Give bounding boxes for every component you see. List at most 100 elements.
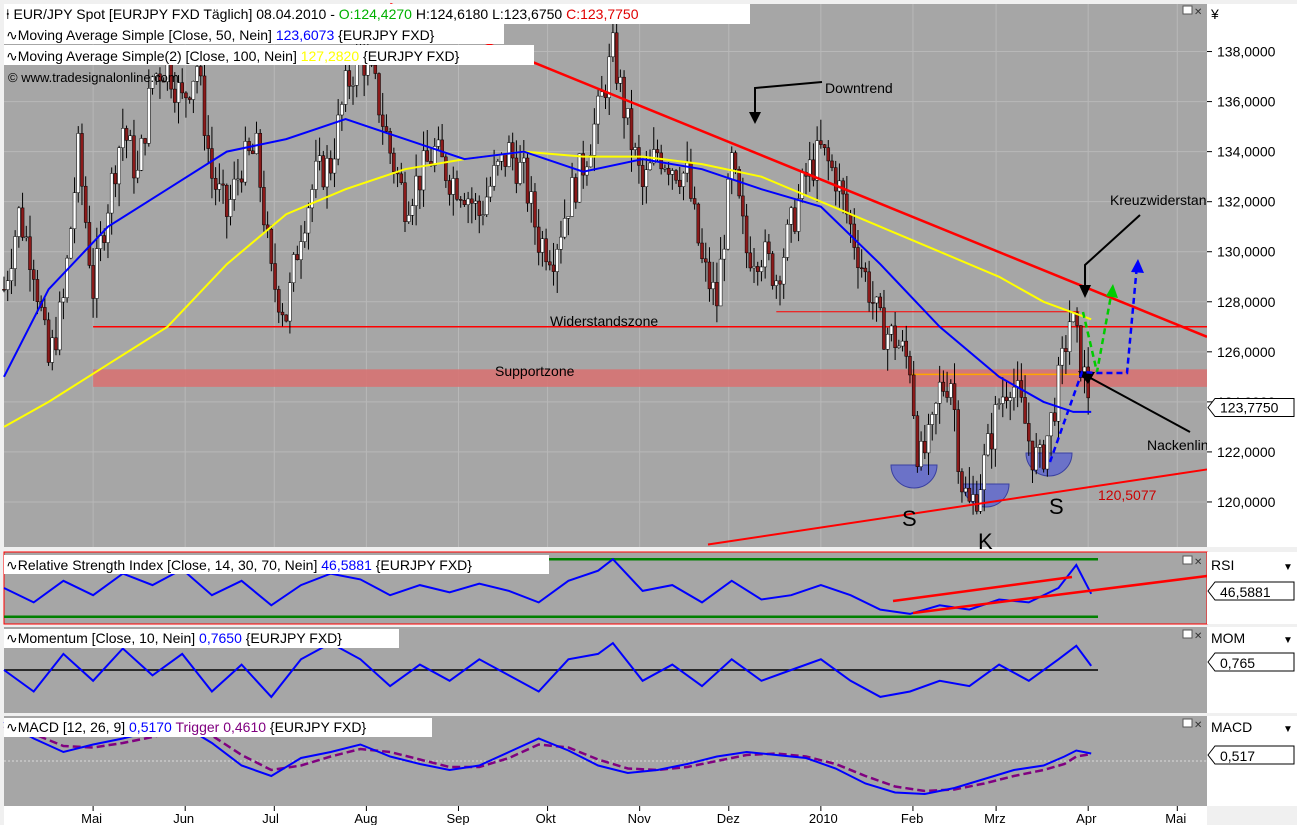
macd-legend-post: {EURJPY FXD} (266, 719, 366, 735)
rsi-trend-lower (912, 574, 1208, 615)
candle-body (763, 241, 767, 268)
header-low: L:123,6750 (492, 6, 562, 22)
time-axis-background (4, 806, 1207, 825)
macd-minimize-button[interactable] (1182, 718, 1193, 728)
macd-close-icon[interactable]: ✕ (1194, 720, 1202, 731)
candle-body (124, 128, 129, 141)
candle-body (778, 280, 782, 285)
candle-body (299, 241, 303, 260)
candle-body (592, 123, 597, 156)
rsi-close-icon[interactable]: ✕ (1194, 557, 1202, 568)
candle-body (236, 178, 240, 181)
candle-body (815, 140, 819, 181)
candle-body (325, 158, 329, 188)
candle-body (626, 108, 630, 119)
candle-body (729, 152, 734, 180)
macd-icon: ∿ (6, 719, 18, 735)
candle-body (867, 271, 871, 303)
rsi-axis-title: RSI (1211, 557, 1234, 573)
candle-body (65, 257, 69, 298)
candle-body (926, 424, 931, 454)
momentum-dropdown-icon[interactable]: ▼ (1283, 635, 1293, 646)
pane-close-icon[interactable]: ✕ (1194, 7, 1202, 18)
candle-body (707, 261, 712, 290)
head-shoulder-marker (890, 464, 938, 489)
candle-body (451, 178, 456, 195)
price-pane-buttons[interactable]: ✕ (1182, 5, 1202, 18)
price-tick-label: 122,0000 (1217, 444, 1276, 460)
candle-body (484, 196, 489, 215)
candle-body (1030, 440, 1035, 471)
candle-body (184, 92, 188, 99)
candle-body (69, 228, 73, 259)
candle-body (871, 302, 875, 304)
currency-symbol: ¥ (1210, 6, 1219, 22)
candle-body (555, 249, 559, 272)
time-tick-label: Jun (173, 811, 194, 825)
rsi-legend-post: {EURJPY FXD} (372, 557, 472, 573)
pane-minimize-button[interactable] (1182, 5, 1193, 15)
candle-body (956, 409, 960, 472)
header-prefix-icon: ⍿ (6, 6, 13, 22)
momentum-last-box (1207, 652, 1295, 672)
candle-body (410, 205, 415, 216)
momentum-close-icon[interactable]: ✕ (1194, 631, 1202, 642)
candle-body (949, 383, 953, 398)
candle-body (882, 307, 886, 350)
macd-legend-trigger: 0,4610 (223, 719, 266, 735)
candle-body (785, 223, 790, 258)
candle-body (98, 235, 103, 249)
candle-body (588, 155, 593, 168)
price-pane: Supportzone Widerstandszone Downtrend Kr… (2, 2, 1220, 554)
candle-body (206, 135, 210, 149)
price-tick-label: 130,0000 (1217, 244, 1276, 260)
rsi-dropdown-icon[interactable]: ▼ (1283, 562, 1293, 573)
support-zone (93, 369, 1208, 387)
candle-body (770, 253, 775, 286)
candle-body (540, 238, 545, 253)
candle-body (833, 167, 838, 192)
candle-body (254, 132, 259, 154)
rsi-minimize-button[interactable] (1182, 555, 1193, 565)
candle-body (700, 242, 704, 260)
candle-body (143, 138, 147, 144)
candle-body (310, 189, 314, 209)
time-tick-label: Mai (81, 811, 102, 825)
ma100-legend-post: {EURJPY FXD} (359, 48, 459, 64)
candle-body (674, 170, 678, 181)
candle-body (640, 165, 645, 187)
candle-body (982, 454, 986, 490)
candle-body (425, 150, 430, 162)
ma-icon: ∿ (6, 27, 18, 43)
candle-body (536, 226, 541, 253)
candle-body (692, 198, 697, 205)
candle-body (911, 374, 916, 417)
momentum-line (3, 641, 1093, 699)
price-tick-label: 120,0000 (1217, 494, 1276, 510)
candle-body (1004, 396, 1009, 401)
candle-body (109, 173, 114, 214)
ma-icon-2: ∿ (6, 48, 18, 64)
candle-body (510, 142, 515, 159)
momentum-minimize-button[interactable] (1182, 629, 1193, 639)
candle-body (217, 183, 222, 190)
candle-body (2, 289, 6, 291)
candle-body (755, 266, 760, 272)
macd-dropdown-icon[interactable]: ▼ (1283, 724, 1293, 735)
price-tick-label: 136,0000 (1217, 94, 1276, 110)
resistance-zone-label: Widerstandszone (550, 313, 658, 329)
ma50-legend: ∿Moving Average Simple [Close, 50, Nein]… (6, 27, 435, 43)
candle-body (529, 191, 533, 204)
candle-body (1001, 396, 1005, 404)
candle-body (436, 139, 441, 147)
candle-body (251, 150, 255, 154)
candle-body (403, 182, 407, 222)
momentum-legend-bg (4, 629, 399, 648)
candle-body (406, 215, 411, 222)
candle-body (50, 337, 55, 363)
candle-body (629, 108, 634, 150)
candle-body (113, 173, 118, 185)
rsi-line (3, 557, 1093, 615)
header-high: H:124,6180 (416, 6, 489, 22)
time-tick-label: Mrz (984, 811, 1006, 825)
